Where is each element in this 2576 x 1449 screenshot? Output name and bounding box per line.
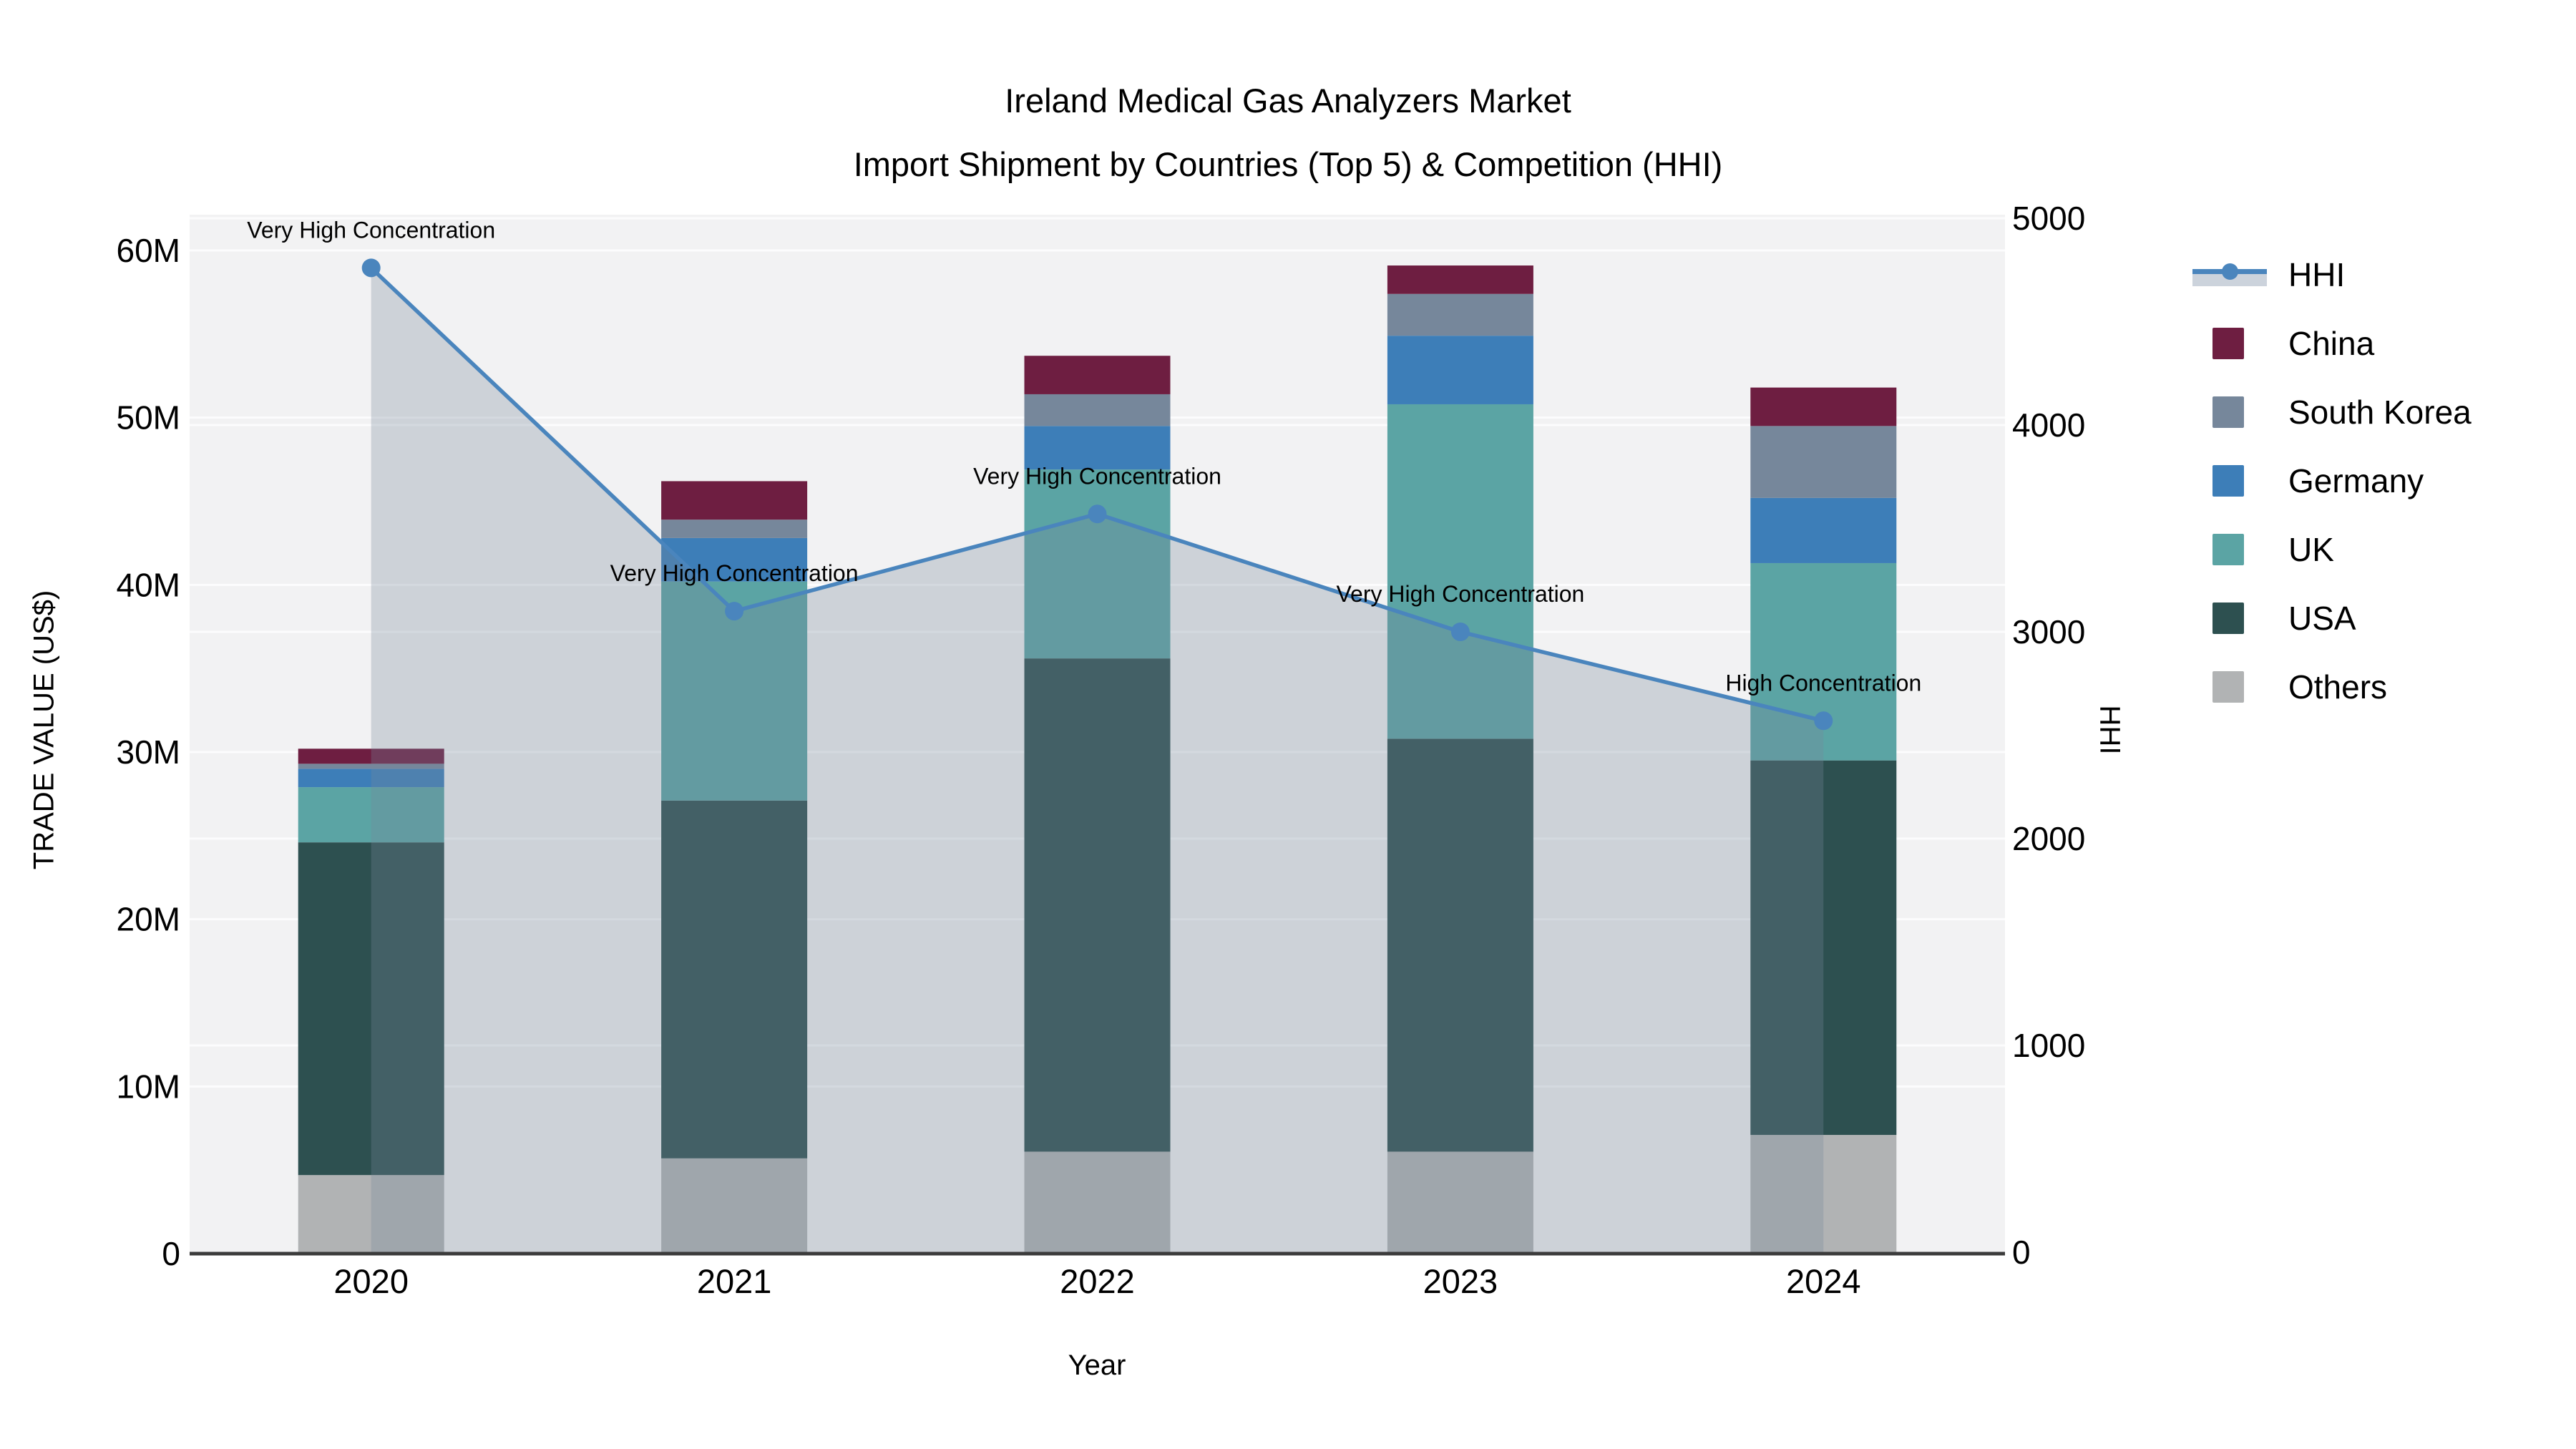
hhi-line-swatch-icon [2187,260,2275,289]
annotation-2022: Very High Concentration [973,463,1221,489]
left-axis-title: TRADE VALUE (US$) [28,590,60,870]
x-tick-2023: 2023 [1423,1262,1498,1300]
hhi-point-2024[interactable] [1814,711,1833,731]
right-tick-0: 0 [2012,1234,2031,1271]
legend-item-hhi[interactable]: HHI [2187,240,2472,309]
bar-segment-germany-2021[interactable] [661,537,808,582]
color-swatch-icon [2187,465,2275,497]
x-axis-title: Year [1068,1350,1126,1381]
bar-segment-usa-2021[interactable] [661,800,808,1158]
bar-segment-usa-2022[interactable] [1024,658,1171,1152]
annotation-2020: Very High Concentration [247,217,495,243]
bar-segment-others-2024[interactable] [1750,1135,1897,1254]
color-swatch-icon [2187,328,2275,359]
bar-segment-usa-2020[interactable] [298,842,444,1176]
color-swatch-icon [2187,534,2275,565]
left-tick-30M: 30M [117,733,180,771]
color-swatch-icon [2187,602,2275,634]
hhi-point-2020[interactable] [361,258,381,278]
annotation-2023: Very High Concentration [1336,581,1584,607]
bar-segment-usa-2023[interactable] [1387,738,1533,1152]
hhi-area-fill [371,268,1824,1254]
bar-segment-china-2024[interactable] [1750,387,1897,426]
right-tick-4000: 4000 [2012,406,2085,444]
legend-label: UK [2288,531,2334,568]
x-tick-2022: 2022 [1060,1262,1135,1300]
bar-segment-others-2020[interactable] [298,1175,444,1254]
legend-item-germany[interactable]: Germany [2187,447,2472,515]
bar-segment-germany-2022[interactable] [1024,426,1171,470]
color-swatch-icon [2187,396,2275,428]
right-tick-5000: 5000 [2012,200,2085,237]
legend-label: USA [2288,600,2356,637]
chart-title-line2: Import Shipment by Countries (Top 5) & C… [853,145,1723,183]
bar-segment-others-2021[interactable] [661,1158,808,1254]
bar-segment-uk-2020[interactable] [298,787,444,843]
legend-item-others[interactable]: Others [2187,653,2472,721]
bar-segment-usa-2024[interactable] [1750,760,1897,1136]
legend-label: South Korea [2288,394,2472,431]
legend-label: China [2288,325,2375,362]
bar-segment-south-korea-2022[interactable] [1024,394,1171,426]
x-tick-2021: 2021 [697,1262,772,1300]
right-tick-3000: 3000 [2012,613,2085,650]
bar-segment-china-2023[interactable] [1387,265,1533,294]
bar-segment-south-korea-2020[interactable] [298,763,444,769]
legend-item-south-korea[interactable]: South Korea [2187,378,2472,447]
hhi-point-2021[interactable] [725,602,744,621]
chart-title-line1: Ireland Medical Gas Analyzers Market [1005,82,1571,119]
legend-label: Others [2288,668,2388,706]
bar-segment-uk-2023[interactable] [1387,404,1533,739]
bar-segment-south-korea-2023[interactable] [1387,293,1533,336]
right-tick-1000: 1000 [2012,1027,2085,1064]
left-tick-50M: 50M [117,399,180,436]
legend-label: HHI [2288,256,2346,293]
left-tick-10M: 10M [117,1068,180,1105]
chart-title: Ireland Medical Gas Analyzers Market Imp… [0,69,2576,196]
legend-label: Germany [2288,462,2424,499]
bar-segment-others-2022[interactable] [1024,1151,1171,1254]
bar-segment-south-korea-2021[interactable] [661,519,808,538]
left-tick-60M: 60M [117,232,180,269]
bar-segment-others-2023[interactable] [1387,1151,1533,1254]
left-tick-40M: 40M [117,566,180,603]
x-tick-2024: 2024 [1786,1262,1861,1300]
bar-segment-germany-2024[interactable] [1750,497,1897,563]
annotation-2021: Very High Concentration [610,560,859,586]
right-tick-2000: 2000 [2012,820,2085,857]
legend-item-usa[interactable]: USA [2187,584,2472,653]
x-tick-2020: 2020 [333,1262,409,1300]
annotation-2024: High Concentration [1725,670,1921,696]
legend-item-china[interactable]: China [2187,309,2472,378]
bar-segment-china-2020[interactable] [298,748,444,764]
bar-segment-uk-2022[interactable] [1024,469,1171,659]
left-tick-0: 0 [162,1235,180,1272]
bar-segment-germany-2020[interactable] [298,769,444,788]
legend: HHI China South Korea Germany UK USA Others [2187,240,2472,721]
bar-segment-china-2022[interactable] [1024,356,1171,394]
bar-segment-germany-2023[interactable] [1387,336,1533,404]
color-swatch-icon [2187,671,2275,703]
left-tick-20M: 20M [117,901,180,938]
legend-item-uk[interactable]: UK [2187,515,2472,584]
hhi-point-2023[interactable] [1450,623,1470,641]
bar-segment-china-2021[interactable] [661,481,808,520]
hhi-point-2022[interactable] [1088,504,1107,524]
right-axis-title: HHI [2094,705,2126,755]
bar-segment-south-korea-2024[interactable] [1750,426,1897,498]
